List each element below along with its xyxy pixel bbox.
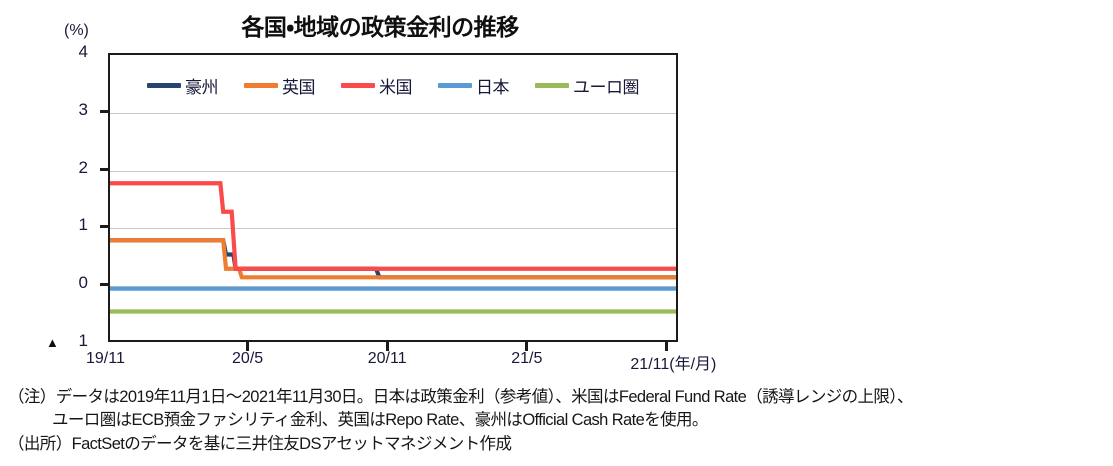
page-title: 各国・地域の政策金利の推移 [241, 14, 519, 40]
legend-label: 米国 [379, 78, 413, 97]
legend-label: 日本 [476, 78, 510, 97]
legend-item-3[interactable]: 日本 [438, 73, 510, 98]
y-axis-tick [100, 167, 109, 171]
y-axis-tick [100, 225, 109, 229]
legend: 豪州 英国 米国 日本 ユーロ圏 [110, 73, 676, 98]
x-axis-tick [385, 342, 389, 351]
x-axis-label: 21/11(年/月) [630, 356, 717, 373]
legend-item-0[interactable]: 豪州 [147, 73, 219, 98]
legend-label: 英国 [282, 78, 316, 97]
series-lines [110, 55, 676, 340]
x-axis-label: 21/5 [511, 350, 543, 367]
series-line-豪州 [110, 240, 676, 277]
gridline [110, 170, 676, 172]
x-axis-tick [246, 342, 250, 351]
note-line-1: （注）データは2019年11月1日～2021年11月30日。日本は政策金利（参考… [8, 388, 913, 406]
source-line: （出所）FactSetのデータを基に三井住友DSアセットマネジメント作成 [8, 434, 512, 453]
y-axis-unit-label: (%) [64, 22, 89, 39]
y-axis-label: 2 [78, 157, 88, 177]
legend-item-1[interactable]: 英国 [244, 73, 316, 98]
legend-label: ユーロ圏 [573, 78, 640, 97]
legend-swatch-icon [535, 83, 569, 88]
legend-swatch-icon [341, 83, 375, 88]
series-line-米国 [110, 183, 676, 269]
negative-triangle-icon: ▲ [46, 335, 59, 350]
legend-swatch-icon [244, 83, 278, 88]
x-axis-label: 19/11 [86, 350, 125, 367]
y-axis-label: 1 [78, 331, 88, 350]
gridline [110, 112, 676, 114]
x-axis-label: 20/11 [367, 350, 407, 367]
y-axis-label: 3 [78, 99, 88, 119]
x-axis-tick [525, 342, 529, 351]
note-line-2: ユーロ圏はECB預金ファシリティ金利、英国はRepo Rate、豪州はOffic… [52, 411, 708, 430]
legend-swatch-icon [438, 83, 472, 88]
y-axis-tick [100, 283, 109, 287]
x-axis-tick [664, 342, 668, 351]
legend-swatch-icon [147, 83, 181, 88]
y-axis-label: 1 [78, 215, 88, 235]
gridline [110, 228, 676, 230]
y-axis-tick [100, 109, 109, 113]
series-line-英国 [110, 240, 676, 277]
y-axis-label: 0 [78, 273, 88, 293]
legend-item-4[interactable]: ユーロ圏 [535, 73, 640, 98]
x-axis-label: 20/5 [232, 350, 264, 367]
legend-label: 豪州 [185, 78, 219, 97]
y-axis-label: 4 [78, 42, 88, 61]
legend-item-2[interactable]: 米国 [341, 73, 413, 98]
plot-area: 豪州 英国 米国 日本 ユーロ圏 [108, 53, 678, 342]
footnotes: （注）データは2019年11月1日～2021年11月30日。日本は政策金利（参考… [8, 386, 1108, 456]
